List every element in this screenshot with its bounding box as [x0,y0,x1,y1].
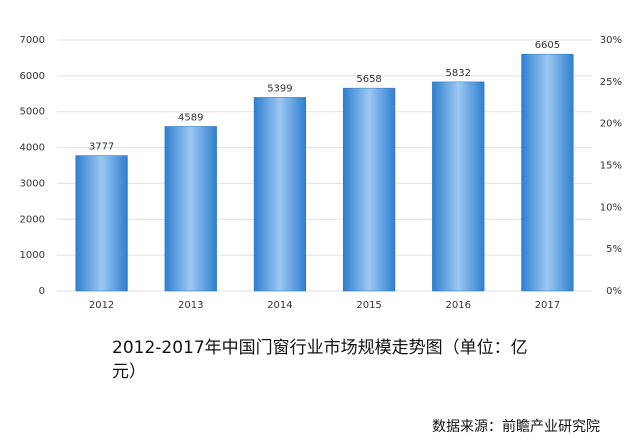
data-label: 5658 [356,74,381,85]
y2-tick-label: 0% [606,286,622,297]
bar [521,53,574,292]
data-label: 3777 [89,142,114,153]
x-tick-label: 2014 [267,300,292,311]
y-tick-label: 6000 [20,71,45,82]
y-tick-label: 4000 [20,143,45,154]
y-tick-label: 5000 [20,107,45,118]
data-label: 5399 [267,83,292,94]
x-tick-label: 2017 [535,300,560,311]
x-tick-label: 2013 [178,300,203,311]
bar [75,155,128,292]
x-tick-label: 2015 [356,300,381,311]
data-label: 6605 [535,40,560,51]
chart: 0 1000 2000 3000 4000 5000 6000 7000 0% 5% 10% 15% 2… [20,35,622,311]
bar [253,97,307,292]
data-label: 4589 [178,112,203,123]
y2-tick-label: 30% [600,35,622,46]
y-tick-label: 3000 [20,178,45,189]
data-label: 5832 [446,68,471,79]
x-tick-label: 2012 [89,300,114,311]
y-tick-label: 7000 [20,35,45,46]
bar [164,126,217,292]
source-note: 数据来源：前瞻产业研究院 [432,419,600,435]
y2-tick-label: 15% [600,161,622,172]
y2-tick-label: 10% [600,202,622,213]
y2-tick-label: 25% [600,77,622,88]
bar [342,87,396,292]
y2-tick-label: 20% [600,119,622,130]
y-tick-label: 0 [39,286,45,297]
y-tick-label: 2000 [20,214,45,225]
chart-title: 2012-2017年中国门窗行业市场规模走势图（单位：亿元） [112,338,528,382]
y-tick-label: 1000 [20,250,45,261]
y2-tick-label: 5% [606,244,622,255]
bar [432,81,485,292]
x-tick-label: 2016 [446,300,471,311]
